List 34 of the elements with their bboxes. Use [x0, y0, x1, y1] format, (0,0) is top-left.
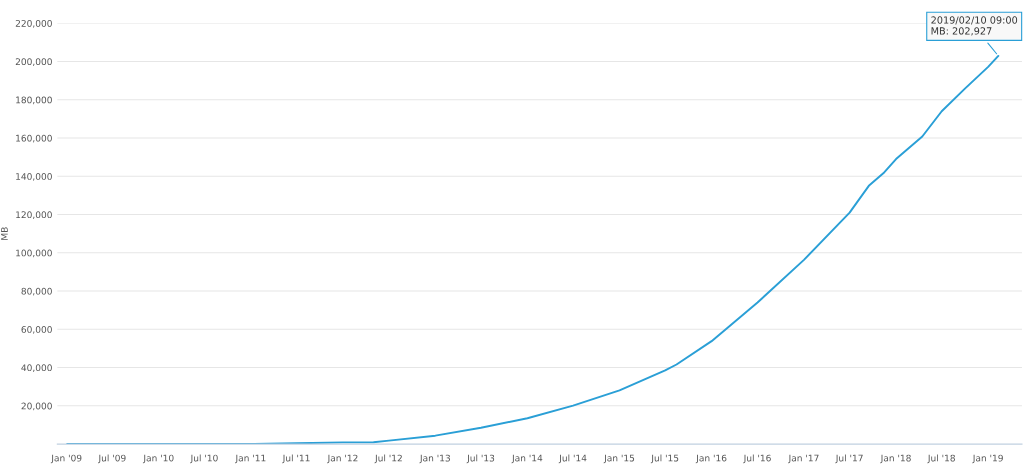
x-tick-label: Jan '16	[695, 454, 727, 464]
y-tick-label: 100,000	[16, 249, 52, 258]
y-tick-label: 20,000	[21, 402, 52, 411]
x-tick-label: Jan '18	[880, 454, 911, 464]
y-tick-label: 80,000	[21, 287, 52, 296]
y-tick-label: 140,000	[16, 173, 52, 181]
x-tick-label: Jul '10	[190, 454, 218, 464]
x-tick-label: Jul '13	[466, 454, 495, 464]
x-tick-label: Jul '18	[927, 454, 955, 464]
x-tick-label: Jan '14	[511, 454, 543, 464]
x-tick-label: Jan '15	[603, 454, 635, 464]
y-tick-label: 120,000	[16, 211, 52, 220]
x-tick-label: Jul '17	[835, 454, 863, 464]
x-tick-label: Jan '19	[972, 454, 1003, 464]
x-tick-label: Jul '11	[282, 454, 310, 464]
y-tick-label: 40,000	[21, 364, 52, 373]
annotation: 2019/02/10 09:00 MB: 202,927	[931, 16, 1018, 36]
x-tick-label: Jul '15	[650, 454, 679, 464]
y-tick-label: 220,000	[15, 19, 52, 28]
y-tick-label: 200,000	[15, 58, 52, 66]
x-tick-label: Jan '10	[142, 454, 174, 464]
y-tick-label: 60,000	[21, 326, 52, 334]
y-tick-label: 180,000	[16, 96, 52, 105]
x-tick-label: Jan '11	[235, 454, 266, 464]
x-tick-label: Jan '12	[327, 454, 358, 464]
x-tick-label: Jan '13	[419, 454, 450, 464]
y-axis-title: MB	[1, 227, 8, 240]
x-tick-label: Jul '09	[98, 454, 126, 464]
x-tick-label: Jul '14	[558, 454, 587, 464]
x-tick-label: Jul '12	[374, 454, 402, 464]
x-tick-label: Jul '16	[743, 454, 771, 464]
x-tick-label: Jan '17	[788, 454, 819, 464]
x-tick-label: Jan '09	[50, 454, 82, 464]
y-tick-label: 160,000	[16, 134, 52, 143]
